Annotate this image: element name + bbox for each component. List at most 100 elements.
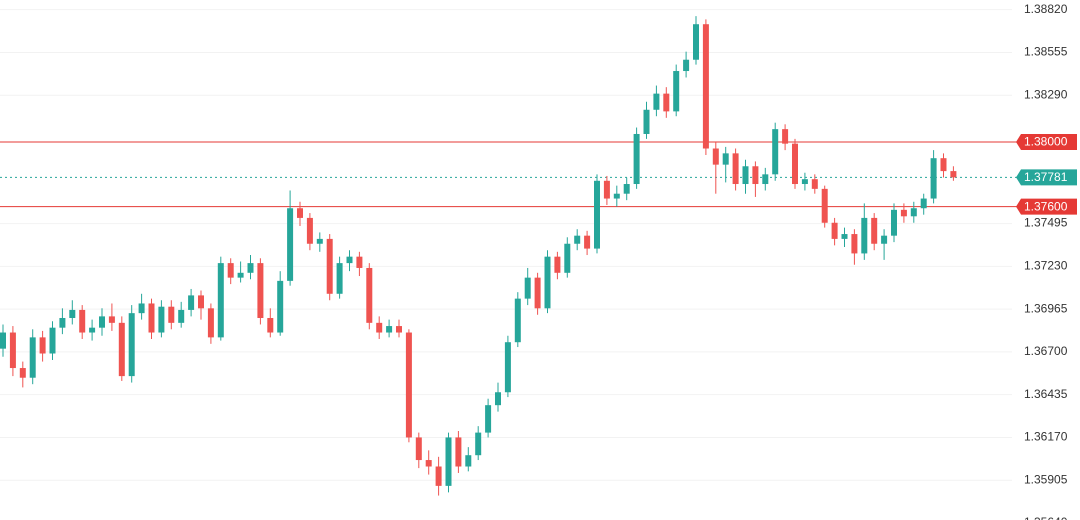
candle-body xyxy=(485,405,492,433)
candle-body xyxy=(900,209,907,217)
candle-body xyxy=(267,317,274,333)
candle-body xyxy=(118,322,125,377)
candle-body xyxy=(108,316,115,323)
candle-body xyxy=(277,280,284,333)
candle-body xyxy=(29,337,36,378)
candle-body xyxy=(316,238,323,244)
candle-body xyxy=(425,460,432,467)
candle-body xyxy=(247,263,254,273)
candle-body xyxy=(762,174,769,185)
candle-body xyxy=(930,158,937,199)
candle-body xyxy=(821,188,828,223)
candle-body xyxy=(752,166,759,185)
candle-body xyxy=(415,437,422,461)
candle-body xyxy=(475,432,482,456)
candle-body xyxy=(306,217,313,244)
candle-body xyxy=(693,24,699,60)
candle-body xyxy=(772,129,779,175)
candle-body xyxy=(663,93,670,112)
y-tick-label: 1.37495 xyxy=(1024,216,1068,230)
candle-body xyxy=(495,392,501,406)
candle-body xyxy=(376,322,383,333)
candle-body xyxy=(623,184,630,194)
candle-body xyxy=(445,437,452,486)
candle-body xyxy=(504,342,511,393)
candle-body xyxy=(227,263,234,278)
candle-body xyxy=(465,455,472,467)
price-tag-box xyxy=(1016,169,1077,186)
candle-body xyxy=(851,234,858,254)
candle-body xyxy=(653,93,660,110)
y-tick-label: 1.38290 xyxy=(1024,87,1068,101)
y-tick-label: 1.36700 xyxy=(1024,344,1068,358)
candle-body xyxy=(9,332,16,369)
candle-body xyxy=(287,208,294,281)
candle-body xyxy=(524,277,531,299)
candle-body xyxy=(39,337,46,354)
candle-body xyxy=(514,298,521,343)
candle-body xyxy=(49,327,56,354)
candle-body xyxy=(336,263,343,294)
candle-body xyxy=(712,148,719,165)
y-tick-label: 1.36170 xyxy=(1024,430,1068,444)
candle-body xyxy=(613,193,620,199)
candle-body xyxy=(831,222,838,239)
candle-body xyxy=(69,309,76,318)
y-tick-label: 1.35640 xyxy=(1024,515,1068,520)
candle-body xyxy=(891,209,897,236)
price-tag-box xyxy=(1016,134,1077,151)
y-tick-label: 1.38820 xyxy=(1024,2,1068,16)
price-tag-label: 1.37781 xyxy=(1024,170,1068,184)
candle-body xyxy=(554,256,561,273)
candle-body xyxy=(435,466,442,486)
candle-body xyxy=(0,332,6,349)
candle-body xyxy=(138,303,145,314)
candle-body xyxy=(584,235,591,249)
candle-body xyxy=(861,217,868,254)
y-tick-label: 1.37230 xyxy=(1024,259,1068,273)
candle-body xyxy=(643,109,650,134)
candles xyxy=(0,16,957,496)
candle-body xyxy=(207,308,214,338)
candle-body xyxy=(366,267,373,323)
candle-body xyxy=(237,272,244,278)
candle-body xyxy=(19,368,26,378)
candle-body xyxy=(683,59,690,72)
candle-body xyxy=(544,256,551,309)
candle-body xyxy=(455,437,462,467)
price-tag-label: 1.37600 xyxy=(1024,199,1068,213)
candle-body xyxy=(792,143,798,185)
candle-body xyxy=(168,306,175,323)
candle-body xyxy=(59,317,66,328)
candle-body xyxy=(811,179,818,189)
candle-body xyxy=(920,198,927,209)
candle-body xyxy=(89,327,96,333)
candle-body xyxy=(782,129,789,144)
y-tick-label: 1.36435 xyxy=(1024,387,1068,401)
price-tag-box xyxy=(1016,198,1077,215)
y-tick-label: 1.35905 xyxy=(1024,472,1068,486)
y-tick-label: 1.38555 xyxy=(1024,45,1068,59)
candle-body xyxy=(841,234,848,239)
price-lines xyxy=(0,141,1018,208)
candle-body xyxy=(673,71,680,112)
candle-body xyxy=(217,263,224,338)
candle-body xyxy=(722,153,729,165)
candle-body xyxy=(633,133,640,185)
y-tick-label: 1.36965 xyxy=(1024,301,1068,315)
candle-body xyxy=(396,326,402,333)
price-tags: 1.38000 1.37781 1.37600 xyxy=(1016,134,1077,215)
candle-body xyxy=(564,243,571,273)
candle-body xyxy=(950,171,957,178)
candle-body xyxy=(326,238,333,294)
candle-body xyxy=(158,306,165,333)
candle-body xyxy=(732,153,739,185)
candle-body xyxy=(871,217,878,244)
candle-body xyxy=(574,235,581,244)
candle-body xyxy=(702,24,709,149)
candle-body xyxy=(346,256,353,264)
candle-body xyxy=(801,179,808,185)
